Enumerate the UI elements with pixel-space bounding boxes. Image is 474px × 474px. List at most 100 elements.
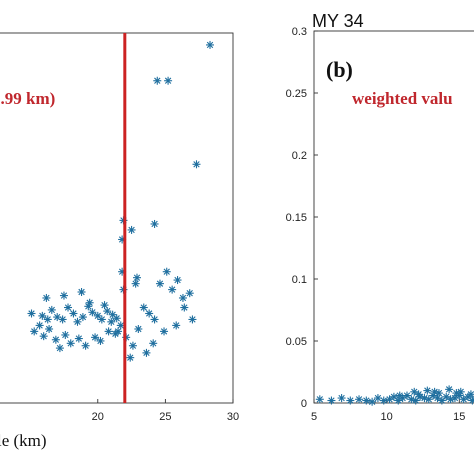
panel-a-point (192, 160, 201, 169)
panel-b-xtick-label: 15 (453, 411, 465, 423)
panel-a-point (107, 317, 116, 326)
panel-a-point (172, 321, 181, 330)
panel-b-point (430, 387, 439, 396)
panel-b-ytick-label: 0.05 (286, 336, 307, 348)
panel-a-point (162, 267, 171, 276)
panel-b-point (445, 385, 454, 394)
panel-b-frame (313, 30, 474, 404)
panel-a-point (53, 313, 62, 322)
panel-b-point (362, 396, 371, 405)
panel-a-point (69, 309, 78, 318)
panel-a-point (59, 291, 68, 300)
panel-a-point (131, 279, 140, 288)
panel-a-point (51, 335, 60, 344)
panel-a-point (206, 40, 215, 49)
panel-b-xticks: 5 10 15 (311, 399, 465, 423)
panel-a-point (134, 325, 143, 333)
panel-b-ytick-label: 0.1 (292, 274, 307, 286)
panel-a-point (27, 309, 36, 318)
panel-b-point (379, 396, 388, 405)
panel-b-ytick-label: 0.2 (292, 150, 307, 162)
panel-a-point (145, 309, 154, 318)
panel-a-point (39, 332, 48, 341)
panel-a-point (47, 305, 56, 314)
panel-a-point (38, 311, 47, 320)
panel-b-points (315, 385, 474, 406)
panel-a-point (74, 334, 83, 343)
panel-a-point (127, 225, 136, 234)
panel-b-point (315, 395, 324, 404)
panel-b-point (373, 394, 382, 403)
panel-a-points (27, 40, 215, 362)
panel-a-point (91, 333, 100, 342)
panel-a-point (66, 339, 75, 348)
panel-b-ytick-label: 0.3 (292, 26, 307, 38)
panel-b-annotation: weighted valu (352, 89, 453, 108)
panel-a-point (180, 303, 189, 312)
panel-a-point (78, 313, 87, 322)
panel-a-annotation: 1.99 km) (0, 89, 55, 108)
panel-b-point (368, 397, 377, 406)
panel-a-point (88, 308, 97, 317)
panel-b-point (410, 387, 419, 396)
panel-b: MY 34 0 0.05 0.1 0.15 0.2 0.25 0.3 5 10 15 (b) w… (286, 11, 474, 423)
panel-a-xtick-label: 30 (227, 411, 239, 423)
panel-b-point (337, 394, 346, 403)
panel-a-point (150, 315, 159, 324)
panel-a-point (77, 288, 86, 296)
panel-b-point (452, 389, 461, 398)
panel-a: 20 25 30 1.99 km) le (km) (0, 32, 239, 450)
panel-a-xlabel: le (km) (0, 431, 47, 450)
panel-a-point (61, 330, 70, 339)
panel-a-point (81, 341, 90, 350)
panel-a-point (43, 315, 52, 324)
panel-a-point (104, 327, 113, 336)
panel-b-ytick-label: 0.15 (286, 212, 307, 224)
panel-a-point (64, 303, 73, 312)
panel-a-point (55, 344, 64, 353)
panel-b-xtick-label: 5 (311, 411, 317, 423)
panel-a-point (103, 307, 112, 316)
panel-a-point (85, 298, 94, 307)
panel-b-point (459, 395, 468, 404)
panel-a-point (42, 293, 51, 302)
panel-a-point (153, 76, 162, 85)
panel-a-point (173, 276, 182, 285)
panel-b-point (355, 395, 364, 404)
panel-a-point (188, 315, 197, 324)
panel-a-point (142, 348, 151, 357)
panel-b-point (442, 392, 451, 401)
panel-b-letter: (b) (326, 57, 353, 82)
panel-a-point (108, 310, 117, 319)
panel-a-point (168, 285, 177, 294)
panel-a-point (139, 303, 148, 312)
panel-a-point (160, 327, 169, 336)
panel-b-point (423, 386, 432, 395)
panel-b-point (385, 395, 394, 404)
panel-a-point (150, 219, 159, 228)
panel-a-point (126, 353, 135, 362)
panel-b-ytick-label: 0.25 (286, 88, 307, 100)
panel-b-ytick-label: 0 (301, 398, 307, 410)
panel-a-xtick-label: 25 (159, 411, 171, 423)
panel-a-point (97, 315, 106, 324)
panel-a-point (114, 327, 123, 336)
panel-a-point (73, 317, 82, 326)
panel-b-point (468, 396, 474, 405)
panel-b-point (395, 391, 404, 400)
panel-a-point (30, 327, 39, 336)
panel-b-point (327, 396, 336, 405)
panel-a-point (155, 279, 164, 288)
panel-a-point (35, 321, 44, 330)
panel-a-xtick-label: 20 (92, 411, 104, 423)
panel-a-point (58, 315, 67, 324)
panel-b-title: MY 34 (312, 11, 364, 31)
panel-a-point (100, 301, 109, 310)
panel-a-point (149, 339, 158, 348)
panel-a-point (185, 289, 194, 298)
panel-a-frame (0, 32, 234, 404)
panel-a-point (178, 293, 187, 302)
panel-a-point (164, 76, 173, 85)
panel-b-point (394, 396, 403, 405)
